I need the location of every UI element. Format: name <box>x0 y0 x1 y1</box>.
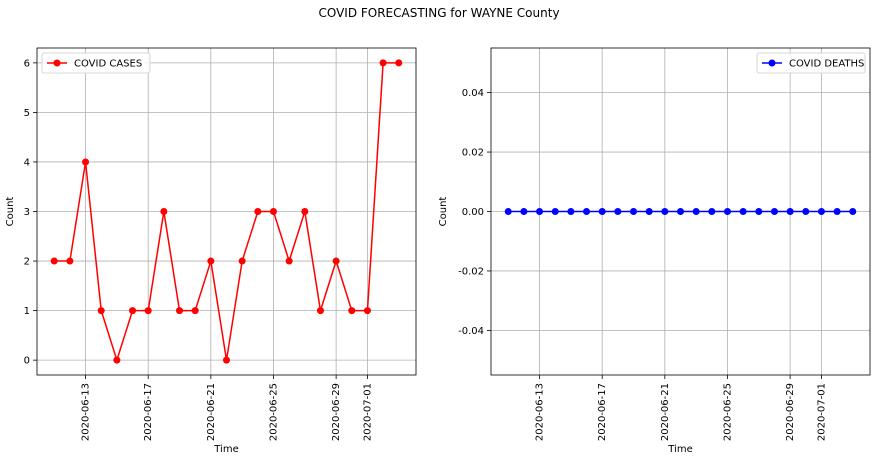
data-point <box>254 208 262 215</box>
x-tick-label: 2020-06-25 <box>722 383 733 441</box>
data-point <box>598 208 606 215</box>
deaths-chart: 2020-06-13 2020-06-17 2020-06-21 2020-06-25… <box>438 47 871 455</box>
x-tick-label: 2020-07-01 <box>816 383 827 441</box>
data-point <box>520 208 528 215</box>
data-point <box>395 59 403 67</box>
data-point <box>379 59 387 67</box>
data-point <box>191 307 199 315</box>
x-axis-label: Time <box>213 444 238 455</box>
legend: COVID DEATHS <box>756 52 866 74</box>
data-point <box>723 208 731 215</box>
y-tick-label: 6 <box>24 58 30 69</box>
legend-box <box>41 52 151 74</box>
legend-label: COVID DEATHS <box>789 59 864 70</box>
data-point <box>536 208 544 215</box>
data-point <box>207 257 215 265</box>
data-point <box>82 158 90 166</box>
axes-frame <box>490 47 871 376</box>
data-point <box>97 307 105 315</box>
x-tick-label: 2020-07-01 <box>362 383 373 441</box>
data-point <box>316 307 324 315</box>
data-point <box>238 257 246 265</box>
data-point <box>567 208 575 215</box>
data-point <box>176 307 184 315</box>
data-point <box>285 257 293 265</box>
data-point <box>833 208 841 215</box>
y-tick-label: 5 <box>24 108 30 119</box>
data-point <box>144 307 152 315</box>
data-point <box>786 208 794 215</box>
x-tick-label: 2020-06-17 <box>143 383 154 441</box>
data-point <box>802 208 810 215</box>
data-point <box>551 208 559 215</box>
data-point <box>50 257 58 265</box>
legend-box <box>756 52 866 74</box>
data-point <box>817 208 825 215</box>
data-point <box>677 208 684 215</box>
data-point <box>645 208 653 215</box>
legend-label: COVID CASES <box>74 59 142 70</box>
data-point <box>630 208 638 215</box>
y-tick-label: -0.04 <box>458 326 484 337</box>
y-tick-label: 0.04 <box>462 88 484 99</box>
x-tick-label: 2020-06-25 <box>268 383 279 441</box>
figure-title: COVID FORECASTING for WAYNE County <box>318 6 559 20</box>
data-point <box>160 208 168 215</box>
data-point <box>223 356 230 364</box>
y-tick-label: 4 <box>24 157 30 168</box>
x-tick-label: 2020-06-29 <box>331 383 342 441</box>
data-point <box>348 307 356 315</box>
data-point <box>269 208 277 215</box>
cases-chart: 2020-06-13 2020-06-17 2020-06-21 2020-06-25… <box>5 47 417 455</box>
y-axis-label: Count <box>438 197 449 227</box>
data-point <box>504 208 512 215</box>
y-tick-label: 0.02 <box>462 148 484 159</box>
data-point <box>692 208 700 215</box>
data-point <box>755 208 763 215</box>
x-tick-label: 2020-06-21 <box>660 383 671 441</box>
x-tick-label: 2020-06-21 <box>206 383 217 441</box>
y-tick-label: 3 <box>24 207 30 218</box>
y-axis-label: Count <box>5 197 16 227</box>
y-tick-label: -0.02 <box>458 266 484 277</box>
x-tick-label: 2020-06-13 <box>535 383 546 441</box>
x-tick-label: 2020-06-17 <box>597 383 608 441</box>
data-point <box>113 356 121 364</box>
x-tick-label: 2020-06-29 <box>785 383 796 441</box>
data-point <box>661 208 669 215</box>
y-tick-label: 0.00 <box>462 207 484 218</box>
legend-marker <box>768 59 776 67</box>
data-point <box>363 307 371 315</box>
y-tick-label: 2 <box>24 257 30 268</box>
x-tick-label: 2020-06-13 <box>81 383 92 441</box>
data-point <box>66 257 74 265</box>
data-point <box>614 208 622 215</box>
y-tick-label: 0 <box>24 356 30 367</box>
data-point <box>708 208 716 215</box>
data-point <box>849 208 857 215</box>
data-point <box>739 208 747 215</box>
legend-marker <box>53 59 61 67</box>
legend: COVID CASES <box>41 52 151 74</box>
data-point <box>770 208 778 215</box>
data-point <box>583 208 591 215</box>
axes-frame <box>36 47 417 376</box>
y-tick-label: 1 <box>24 306 30 317</box>
data-point <box>332 257 340 265</box>
data-point <box>129 307 137 315</box>
x-axis-label: Time <box>667 444 692 455</box>
data-point <box>301 208 309 215</box>
